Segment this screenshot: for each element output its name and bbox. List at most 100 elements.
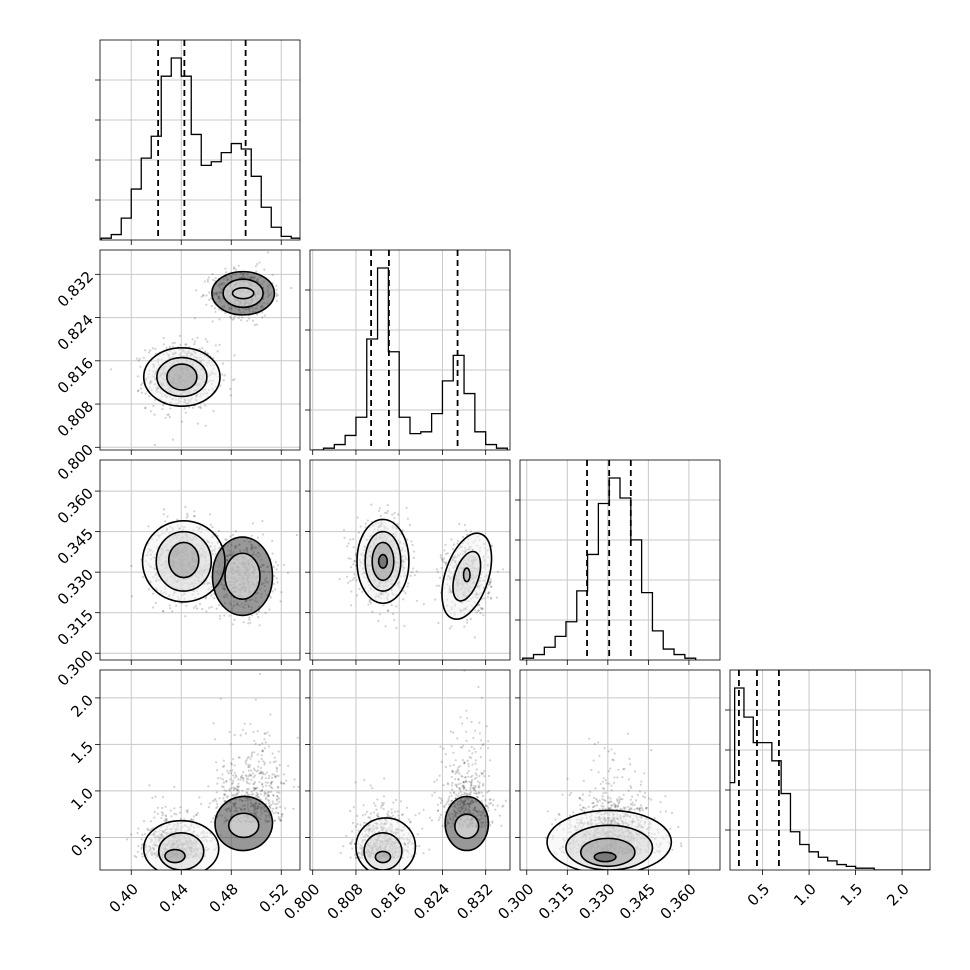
- contour-line: [364, 530, 402, 592]
- scatter-point: [261, 316, 264, 319]
- scatter-point: [141, 833, 144, 836]
- scatter-point: [275, 284, 278, 287]
- scatter-point: [483, 597, 486, 600]
- pair-panel-1-0: [100, 250, 300, 450]
- scatter-point: [463, 625, 466, 628]
- scatter-point: [277, 816, 280, 819]
- scatter-point: [139, 387, 143, 390]
- scatter-point: [154, 352, 157, 355]
- scatter-point: [356, 516, 359, 519]
- scatter-point: [236, 785, 239, 788]
- scatter-point: [239, 734, 242, 737]
- scatter-point: [379, 514, 382, 518]
- scatter-point: [218, 308, 221, 311]
- diag-panel-3: [730, 670, 930, 870]
- scatter-point: [252, 730, 255, 733]
- scatter-point: [257, 610, 260, 613]
- scatter-point: [141, 382, 144, 385]
- scatter-point: [223, 374, 226, 377]
- scatter-point: [487, 583, 490, 586]
- scatter-point: [244, 760, 247, 763]
- scatter-point: [415, 570, 418, 573]
- scatter-point: [148, 395, 151, 398]
- scatter-point: [201, 347, 204, 350]
- scatter-point: [233, 733, 236, 737]
- scatter-point: [274, 803, 277, 806]
- scatter-point: [262, 760, 265, 763]
- scatter-point: [214, 344, 217, 347]
- scatter-point: [440, 558, 443, 561]
- scatter-point: [191, 338, 194, 341]
- scatter-point: [355, 579, 358, 582]
- scatter-point: [221, 373, 224, 376]
- scatter-point: [422, 603, 425, 606]
- scatter-point: [451, 548, 455, 551]
- scatter-point: [146, 828, 149, 832]
- scatter-point: [395, 626, 398, 630]
- scatter-point: [136, 390, 139, 393]
- scatter-point: [487, 591, 490, 595]
- scatter-point: [216, 769, 219, 772]
- scatter-point: [256, 794, 259, 797]
- scatter-point: [184, 615, 187, 618]
- scatter-point: [193, 317, 196, 320]
- scatter-point: [242, 621, 245, 624]
- scatter-point: [268, 608, 271, 611]
- scatter-point: [256, 536, 259, 539]
- scatter-point: [347, 542, 350, 545]
- scatter-point: [195, 289, 198, 292]
- scatter-point: [110, 368, 113, 371]
- scatter-point: [275, 299, 278, 302]
- scatter-point: [384, 511, 387, 514]
- scatter-point: [142, 356, 145, 359]
- contour-line: [452, 550, 482, 602]
- scatter-point: [257, 765, 260, 768]
- scatter-point: [250, 769, 253, 772]
- scatter-point: [444, 561, 447, 564]
- scatter-point: [361, 590, 364, 594]
- scatter-point: [246, 781, 249, 785]
- scatter-point: [206, 280, 210, 283]
- scatter-point: [234, 268, 238, 271]
- scatter-point: [161, 814, 164, 817]
- scatter-point: [260, 757, 263, 761]
- scatter-point: [276, 581, 279, 584]
- scatter-point: [236, 793, 239, 796]
- scatter-point: [144, 406, 147, 409]
- scatter-point: [223, 614, 226, 617]
- scatter-point: [186, 811, 189, 814]
- scatter-point: [256, 263, 259, 266]
- scatter-point: [354, 552, 357, 556]
- scatter-point: [171, 342, 174, 345]
- scatter-point: [482, 614, 485, 617]
- scatter-point: [153, 413, 156, 416]
- scatter-point: [199, 405, 202, 408]
- scatter-point: [185, 810, 188, 813]
- scatter-point: [205, 303, 208, 306]
- scatter-point: [386, 510, 389, 513]
- scatter-point: [179, 806, 182, 809]
- scatter-point: [269, 596, 272, 599]
- scatter-point: [248, 618, 251, 621]
- scatter-point: [152, 404, 155, 408]
- scatter-point: [453, 543, 456, 546]
- scatter-point: [171, 610, 174, 613]
- scatter-point: [153, 443, 156, 447]
- scatter-point: [346, 575, 349, 578]
- scatter-point: [224, 312, 227, 315]
- scatter-point: [231, 379, 234, 382]
- scatter-point: [161, 806, 164, 810]
- scatter-point: [490, 580, 493, 583]
- scatter-point: [224, 267, 227, 270]
- scatter-point: [217, 529, 221, 533]
- scatter-point: [411, 543, 414, 547]
- scatter-point: [475, 611, 478, 614]
- scatter-point: [249, 757, 252, 760]
- scatter-point: [276, 785, 279, 788]
- scatter-point: [225, 538, 228, 541]
- scatter-point: [368, 599, 371, 602]
- contour-line: [377, 553, 389, 569]
- scatter-point: [261, 742, 264, 745]
- scatter-point: [192, 815, 195, 818]
- scatter-point: [178, 334, 181, 337]
